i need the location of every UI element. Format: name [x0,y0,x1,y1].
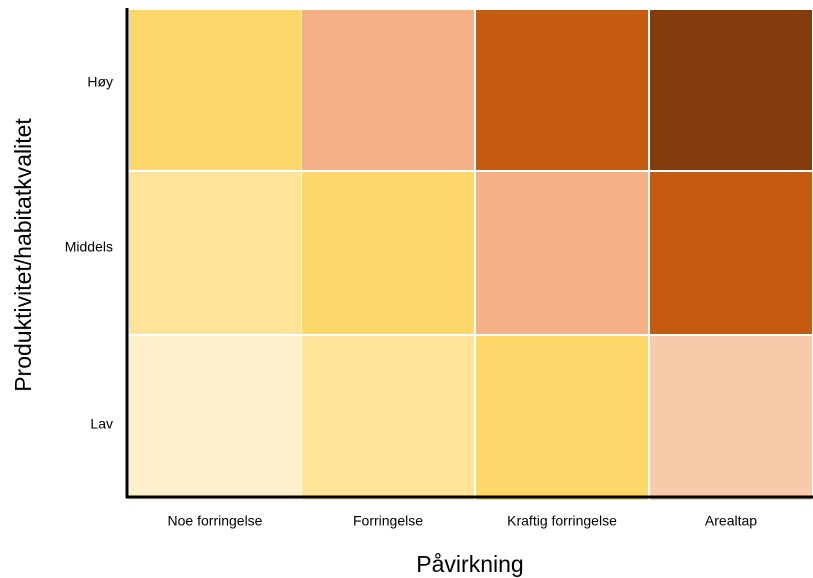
cell [476,10,648,170]
x-label: Arealtap [705,513,757,529]
cell [302,336,474,500]
cell [650,10,812,170]
x-label: Noe forringelse [168,513,263,529]
cell [302,10,474,170]
cell [476,172,648,334]
cell [129,10,301,170]
cell [302,172,474,334]
cell [650,172,812,334]
cell [476,336,648,500]
y-label: Lav [90,416,113,432]
y-label: Høy [87,74,113,90]
y-axis-title: Produktivitet/habitatkvalitet [10,118,36,392]
cell [650,336,812,500]
x-axis-title: Påvirkning [416,551,523,577]
cell [129,172,301,334]
cell [129,336,301,500]
y-label: Middels [65,239,113,255]
x-label: Kraftig forringelse [507,513,617,529]
x-label: Forringelse [353,513,423,529]
